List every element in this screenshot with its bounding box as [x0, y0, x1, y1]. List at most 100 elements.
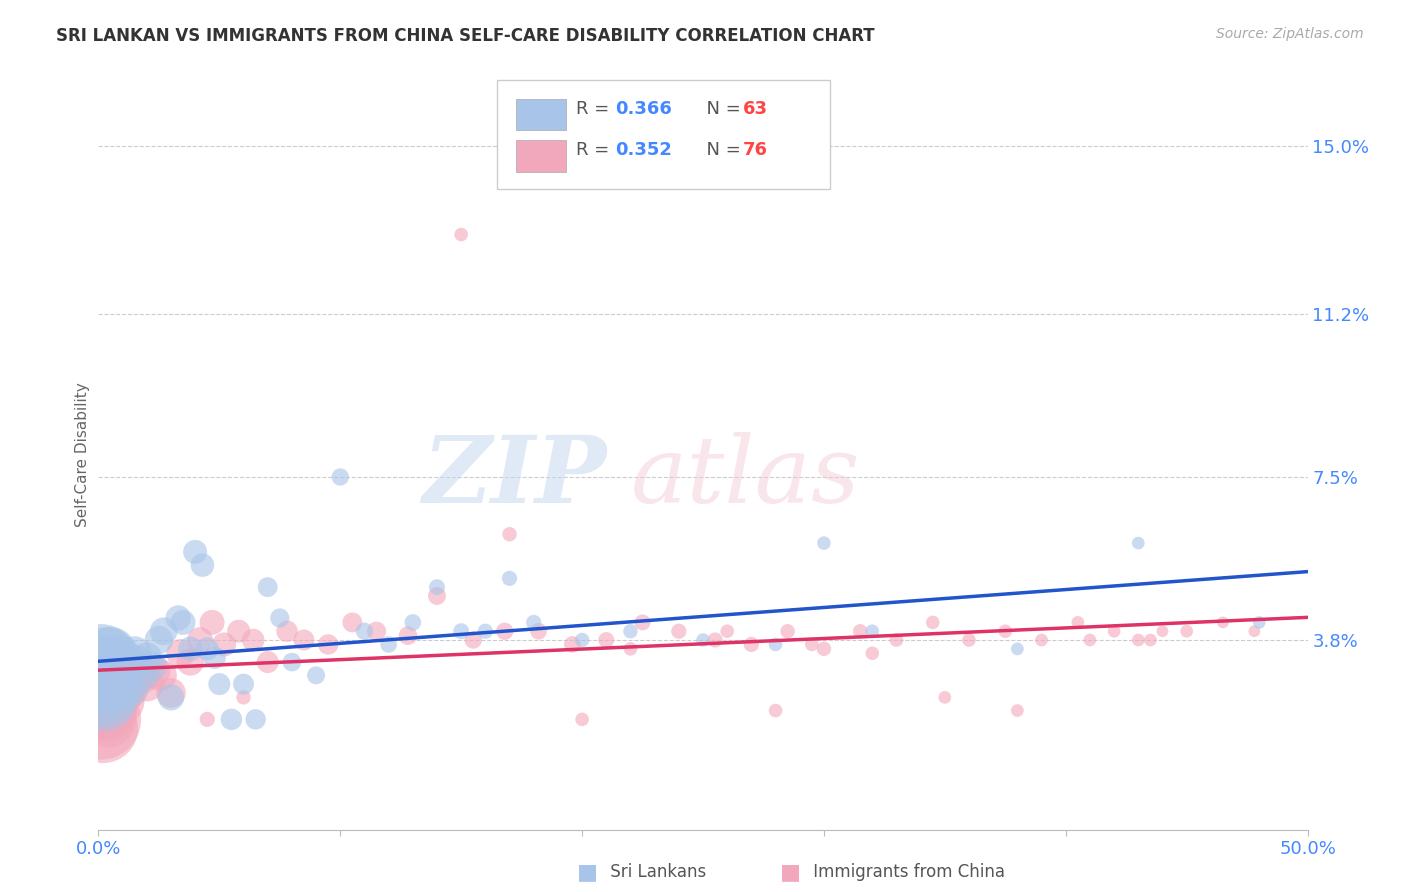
Point: [104, 673, 127, 687]
Point: [1152, 624, 1174, 639]
Point: [957, 633, 980, 648]
Point: [191, 558, 214, 573]
Point: [776, 624, 799, 639]
Point: [111, 655, 134, 669]
Point: [668, 624, 690, 639]
Text: Source: ZipAtlas.com: Source: ZipAtlas.com: [1216, 27, 1364, 41]
Point: [188, 633, 211, 648]
Point: [135, 677, 157, 691]
Point: [692, 633, 714, 648]
Point: [1102, 624, 1125, 639]
Point: [813, 641, 835, 656]
Point: [100, 646, 122, 660]
Point: [813, 536, 835, 550]
Point: [256, 580, 278, 594]
Point: [366, 624, 388, 639]
Point: [90, 677, 112, 691]
Point: [1212, 615, 1234, 630]
Point: [97, 681, 120, 696]
Point: [1067, 615, 1090, 630]
Point: [100, 673, 122, 687]
Point: [353, 624, 375, 639]
Point: [316, 637, 339, 651]
Point: [107, 677, 129, 691]
Point: [305, 668, 328, 682]
Point: [527, 624, 550, 639]
Text: Immigrants from China: Immigrants from China: [808, 863, 1005, 881]
Point: [150, 668, 173, 682]
Point: [994, 624, 1017, 639]
Point: [221, 712, 243, 726]
Point: [860, 646, 883, 660]
FancyBboxPatch shape: [516, 140, 567, 171]
Point: [94, 704, 117, 718]
Text: 0.366: 0.366: [614, 100, 672, 118]
Point: [1243, 624, 1265, 639]
Point: [1031, 633, 1053, 648]
Point: [90, 686, 112, 700]
Point: [104, 655, 127, 669]
Point: [91, 664, 114, 678]
Text: N =: N =: [695, 141, 747, 159]
Point: [561, 637, 583, 651]
Point: [135, 650, 157, 665]
Point: [269, 611, 291, 625]
Point: [1175, 624, 1198, 639]
Point: [474, 624, 496, 639]
Point: [765, 704, 787, 718]
Text: Sri Lankans: Sri Lankans: [605, 863, 706, 881]
Text: 0.352: 0.352: [614, 141, 672, 159]
Point: [184, 545, 207, 559]
Point: [91, 699, 114, 714]
Point: [716, 624, 738, 639]
Point: [97, 690, 120, 705]
Point: [450, 624, 472, 639]
Point: [204, 650, 226, 665]
Point: [426, 580, 449, 594]
Point: [934, 690, 956, 705]
Point: [228, 624, 250, 639]
Point: [172, 615, 194, 630]
Point: [107, 659, 129, 673]
Point: [242, 633, 264, 648]
Point: [143, 664, 166, 678]
Point: [117, 659, 139, 673]
Point: [377, 637, 399, 651]
FancyBboxPatch shape: [498, 80, 830, 189]
Point: [523, 615, 546, 630]
Point: [91, 690, 114, 705]
Point: [1128, 536, 1150, 550]
Point: [101, 677, 124, 691]
Text: ■: ■: [780, 863, 801, 882]
Point: [104, 690, 127, 705]
Text: 63: 63: [742, 100, 768, 118]
Point: [208, 677, 231, 691]
Point: [91, 721, 114, 735]
Point: [800, 637, 823, 651]
Point: [765, 637, 787, 651]
Point: [141, 659, 163, 673]
Point: [101, 681, 124, 696]
Point: [860, 624, 883, 639]
FancyBboxPatch shape: [516, 99, 567, 130]
Point: [1007, 704, 1029, 718]
Point: [127, 655, 149, 669]
Point: [160, 690, 183, 705]
Point: [195, 712, 218, 726]
Point: [619, 624, 641, 639]
Point: [396, 629, 419, 643]
Point: [101, 664, 124, 678]
Point: [201, 615, 224, 630]
Point: [450, 227, 472, 242]
Point: [131, 668, 153, 682]
Point: [740, 637, 762, 651]
Y-axis label: Self-Care Disability: Self-Care Disability: [75, 383, 90, 527]
Point: [100, 668, 122, 682]
Point: [281, 655, 304, 669]
Point: [498, 571, 520, 585]
Point: [595, 633, 617, 648]
Point: [108, 650, 131, 665]
Point: [167, 611, 190, 625]
Point: [704, 633, 727, 648]
Point: [849, 624, 872, 639]
